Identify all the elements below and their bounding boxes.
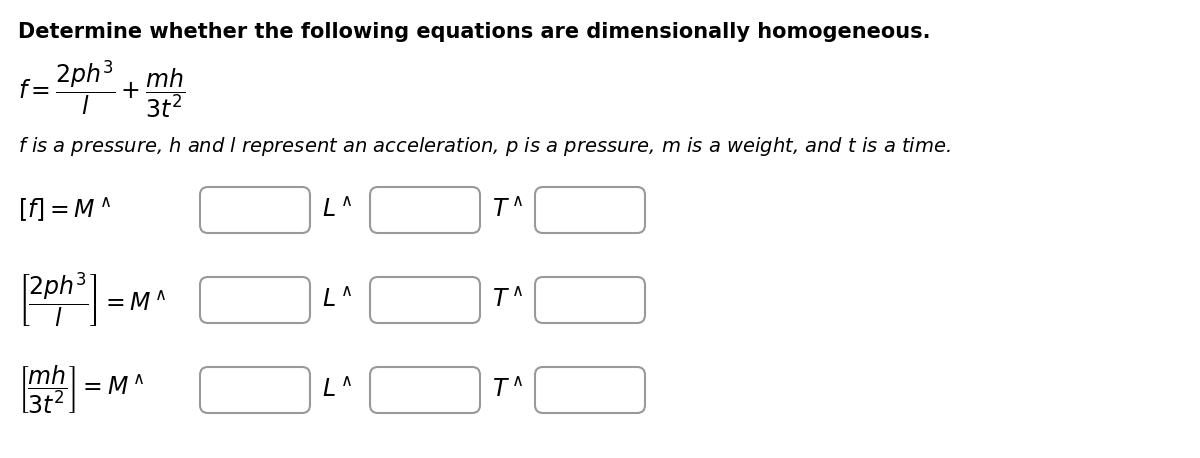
FancyBboxPatch shape: [200, 187, 310, 233]
Text: $f = \dfrac{2ph^3}{l} + \dfrac{mh}{3t^2}$: $f = \dfrac{2ph^3}{l} + \dfrac{mh}{3t^2}…: [18, 58, 185, 120]
Text: $T^\wedge$: $T^\wedge$: [492, 198, 523, 222]
Text: $f$ is a pressure, $h$ and $l$ represent an acceleration, $p$ is a pressure, $m$: $f$ is a pressure, $h$ and $l$ represent…: [18, 135, 950, 158]
Text: Determine whether the following equations are dimensionally homogeneous.: Determine whether the following equation…: [18, 22, 930, 42]
Text: $L^\wedge$: $L^\wedge$: [322, 378, 352, 402]
FancyBboxPatch shape: [370, 187, 480, 233]
Text: $L^\wedge$: $L^\wedge$: [322, 288, 352, 312]
FancyBboxPatch shape: [370, 367, 480, 413]
FancyBboxPatch shape: [200, 367, 310, 413]
FancyBboxPatch shape: [535, 277, 646, 323]
Text: $L^\wedge$: $L^\wedge$: [322, 198, 352, 222]
FancyBboxPatch shape: [535, 187, 646, 233]
Text: $\left[\dfrac{mh}{3t^2}\right] = M^\wedge$: $\left[\dfrac{mh}{3t^2}\right] = M^\wedg…: [18, 364, 145, 416]
Text: $T^\wedge$: $T^\wedge$: [492, 288, 523, 312]
FancyBboxPatch shape: [535, 367, 646, 413]
Text: $T^\wedge$: $T^\wedge$: [492, 378, 523, 402]
FancyBboxPatch shape: [200, 277, 310, 323]
Text: $\left[\dfrac{2ph^3}{l}\right] = M^\wedge$: $\left[\dfrac{2ph^3}{l}\right] = M^\wedg…: [18, 271, 167, 329]
Text: $[f] = M^\wedge$: $[f] = M^\wedge$: [18, 196, 112, 224]
FancyBboxPatch shape: [370, 277, 480, 323]
